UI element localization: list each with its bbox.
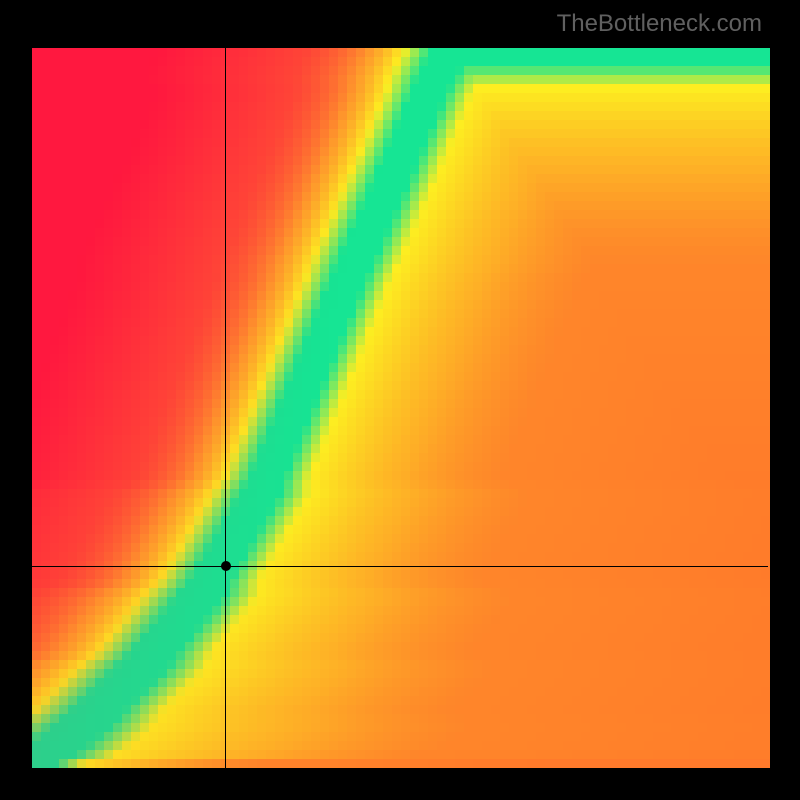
heatmap-canvas: [0, 0, 800, 800]
crosshair-vertical: [225, 48, 226, 768]
watermark-text: TheBottleneck.com: [557, 10, 762, 38]
chart-container: { "watermark": { "text": "TheBottleneck.…: [0, 0, 800, 800]
crosshair-horizontal: [32, 566, 768, 567]
selection-marker[interactable]: [221, 561, 231, 571]
